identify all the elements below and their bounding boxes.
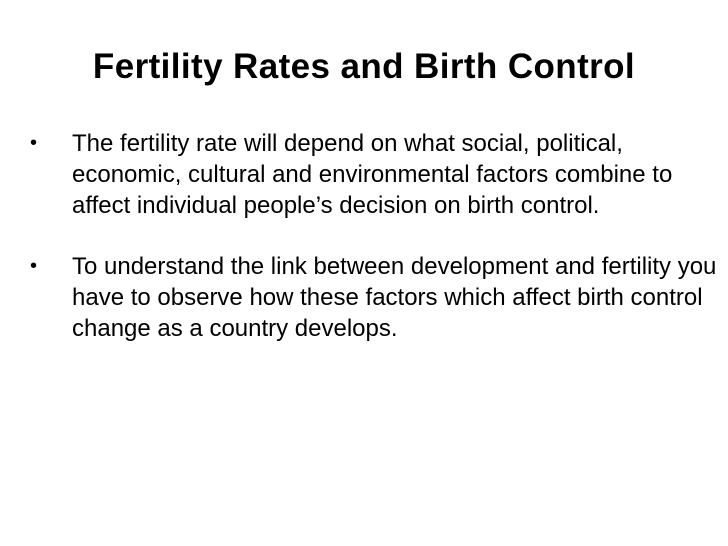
bullet-marker: •	[30, 132, 38, 154]
bullet-item-1: • The fertility rate will depend on what…	[28, 128, 718, 221]
bullet-marker: •	[30, 255, 38, 277]
bullet-text-1: The fertility rate will depend on what s…	[72, 130, 673, 219]
bullet-text-2: To understand the link between developme…	[72, 253, 717, 342]
bullet-item-2: • To understand the link between develop…	[28, 251, 718, 344]
bullet-list: • The fertility rate will depend on what…	[28, 128, 718, 344]
slide-title: Fertility Rates and Birth Control	[92, 47, 636, 86]
